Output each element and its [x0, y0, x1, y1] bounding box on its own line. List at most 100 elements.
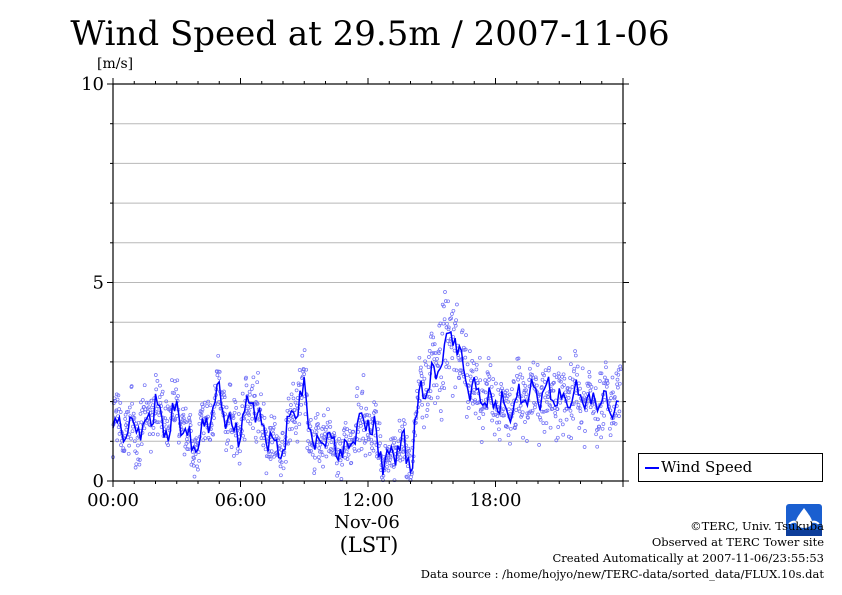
data-point	[345, 457, 350, 461]
data-point	[343, 420, 348, 425]
data-point	[224, 448, 229, 453]
data-point	[483, 390, 488, 395]
data-point	[345, 427, 349, 431]
data-point	[447, 342, 452, 347]
data-point	[577, 426, 582, 430]
data-point	[277, 444, 282, 448]
data-point	[270, 440, 274, 445]
data-point	[431, 335, 436, 340]
data-point	[473, 398, 478, 403]
terc-logo-icon	[786, 504, 822, 536]
data-point	[435, 357, 439, 361]
data-point	[616, 367, 621, 372]
data-point	[280, 430, 285, 435]
data-point	[231, 416, 236, 420]
data-point	[427, 355, 431, 359]
data-point	[599, 410, 604, 415]
data-point	[442, 317, 447, 322]
data-point	[211, 432, 216, 437]
data-point	[292, 408, 297, 413]
data-point	[556, 425, 561, 429]
data-point	[477, 355, 482, 360]
data-point	[139, 420, 144, 425]
data-point	[372, 440, 377, 445]
data-point	[520, 410, 525, 415]
data-point	[134, 451, 139, 455]
data-point	[118, 410, 123, 414]
data-point	[134, 462, 139, 467]
data-point	[191, 460, 195, 464]
data-point	[436, 364, 440, 368]
data-point	[603, 360, 608, 365]
data-point	[367, 413, 372, 418]
data-point	[513, 423, 518, 427]
data-point	[124, 410, 129, 414]
data-point	[419, 374, 424, 378]
data-point	[487, 378, 491, 382]
data-point	[426, 365, 431, 370]
data-point	[354, 394, 359, 399]
data-point	[250, 416, 255, 421]
data-point	[455, 302, 459, 307]
data-point	[575, 364, 580, 369]
data-point	[463, 355, 468, 360]
data-point	[188, 419, 192, 424]
data-point	[163, 416, 167, 421]
data-point	[437, 388, 442, 393]
data-point	[201, 404, 205, 409]
data-point	[269, 449, 274, 454]
data-point	[318, 449, 322, 454]
data-point	[573, 349, 577, 353]
data-point	[206, 414, 210, 419]
data-point	[451, 308, 456, 313]
data-point	[388, 455, 393, 460]
data-point	[321, 424, 326, 429]
data-point	[254, 401, 259, 405]
data-point	[386, 458, 390, 463]
data-point	[299, 396, 304, 400]
data-point	[453, 321, 457, 326]
data-point	[181, 412, 186, 417]
data-point	[474, 367, 479, 372]
data-point	[578, 409, 583, 414]
data-point	[454, 368, 459, 373]
data-point	[353, 449, 357, 454]
data-point	[521, 435, 525, 440]
data-point	[251, 426, 255, 431]
data-point	[246, 408, 251, 413]
data-point	[551, 388, 556, 393]
data-point	[400, 457, 405, 462]
data-point	[434, 383, 439, 388]
data-point	[497, 420, 502, 425]
data-point	[492, 432, 497, 437]
data-point	[314, 430, 319, 434]
data-point	[383, 444, 388, 448]
data-point	[547, 366, 551, 370]
data-point	[554, 375, 559, 380]
data-point	[269, 414, 274, 419]
data-point	[245, 404, 250, 409]
data-point	[242, 437, 247, 442]
data-point	[330, 447, 335, 452]
data-point	[617, 381, 622, 386]
data-point	[357, 448, 361, 453]
data-point	[232, 410, 237, 415]
data-point	[228, 383, 233, 387]
data-point	[336, 447, 340, 452]
data-point	[231, 413, 235, 418]
data-point	[442, 304, 446, 309]
data-point	[320, 453, 325, 457]
data-point	[538, 415, 542, 420]
data-point	[497, 427, 501, 432]
data-point	[591, 409, 596, 414]
data-point	[481, 426, 485, 430]
data-point	[201, 438, 206, 443]
data-point	[316, 425, 321, 430]
data-point	[317, 459, 322, 463]
data-point	[400, 424, 405, 429]
data-point	[516, 377, 520, 382]
data-point	[389, 437, 393, 442]
data-point	[570, 385, 575, 389]
data-point	[391, 436, 395, 441]
data-point	[536, 412, 540, 417]
